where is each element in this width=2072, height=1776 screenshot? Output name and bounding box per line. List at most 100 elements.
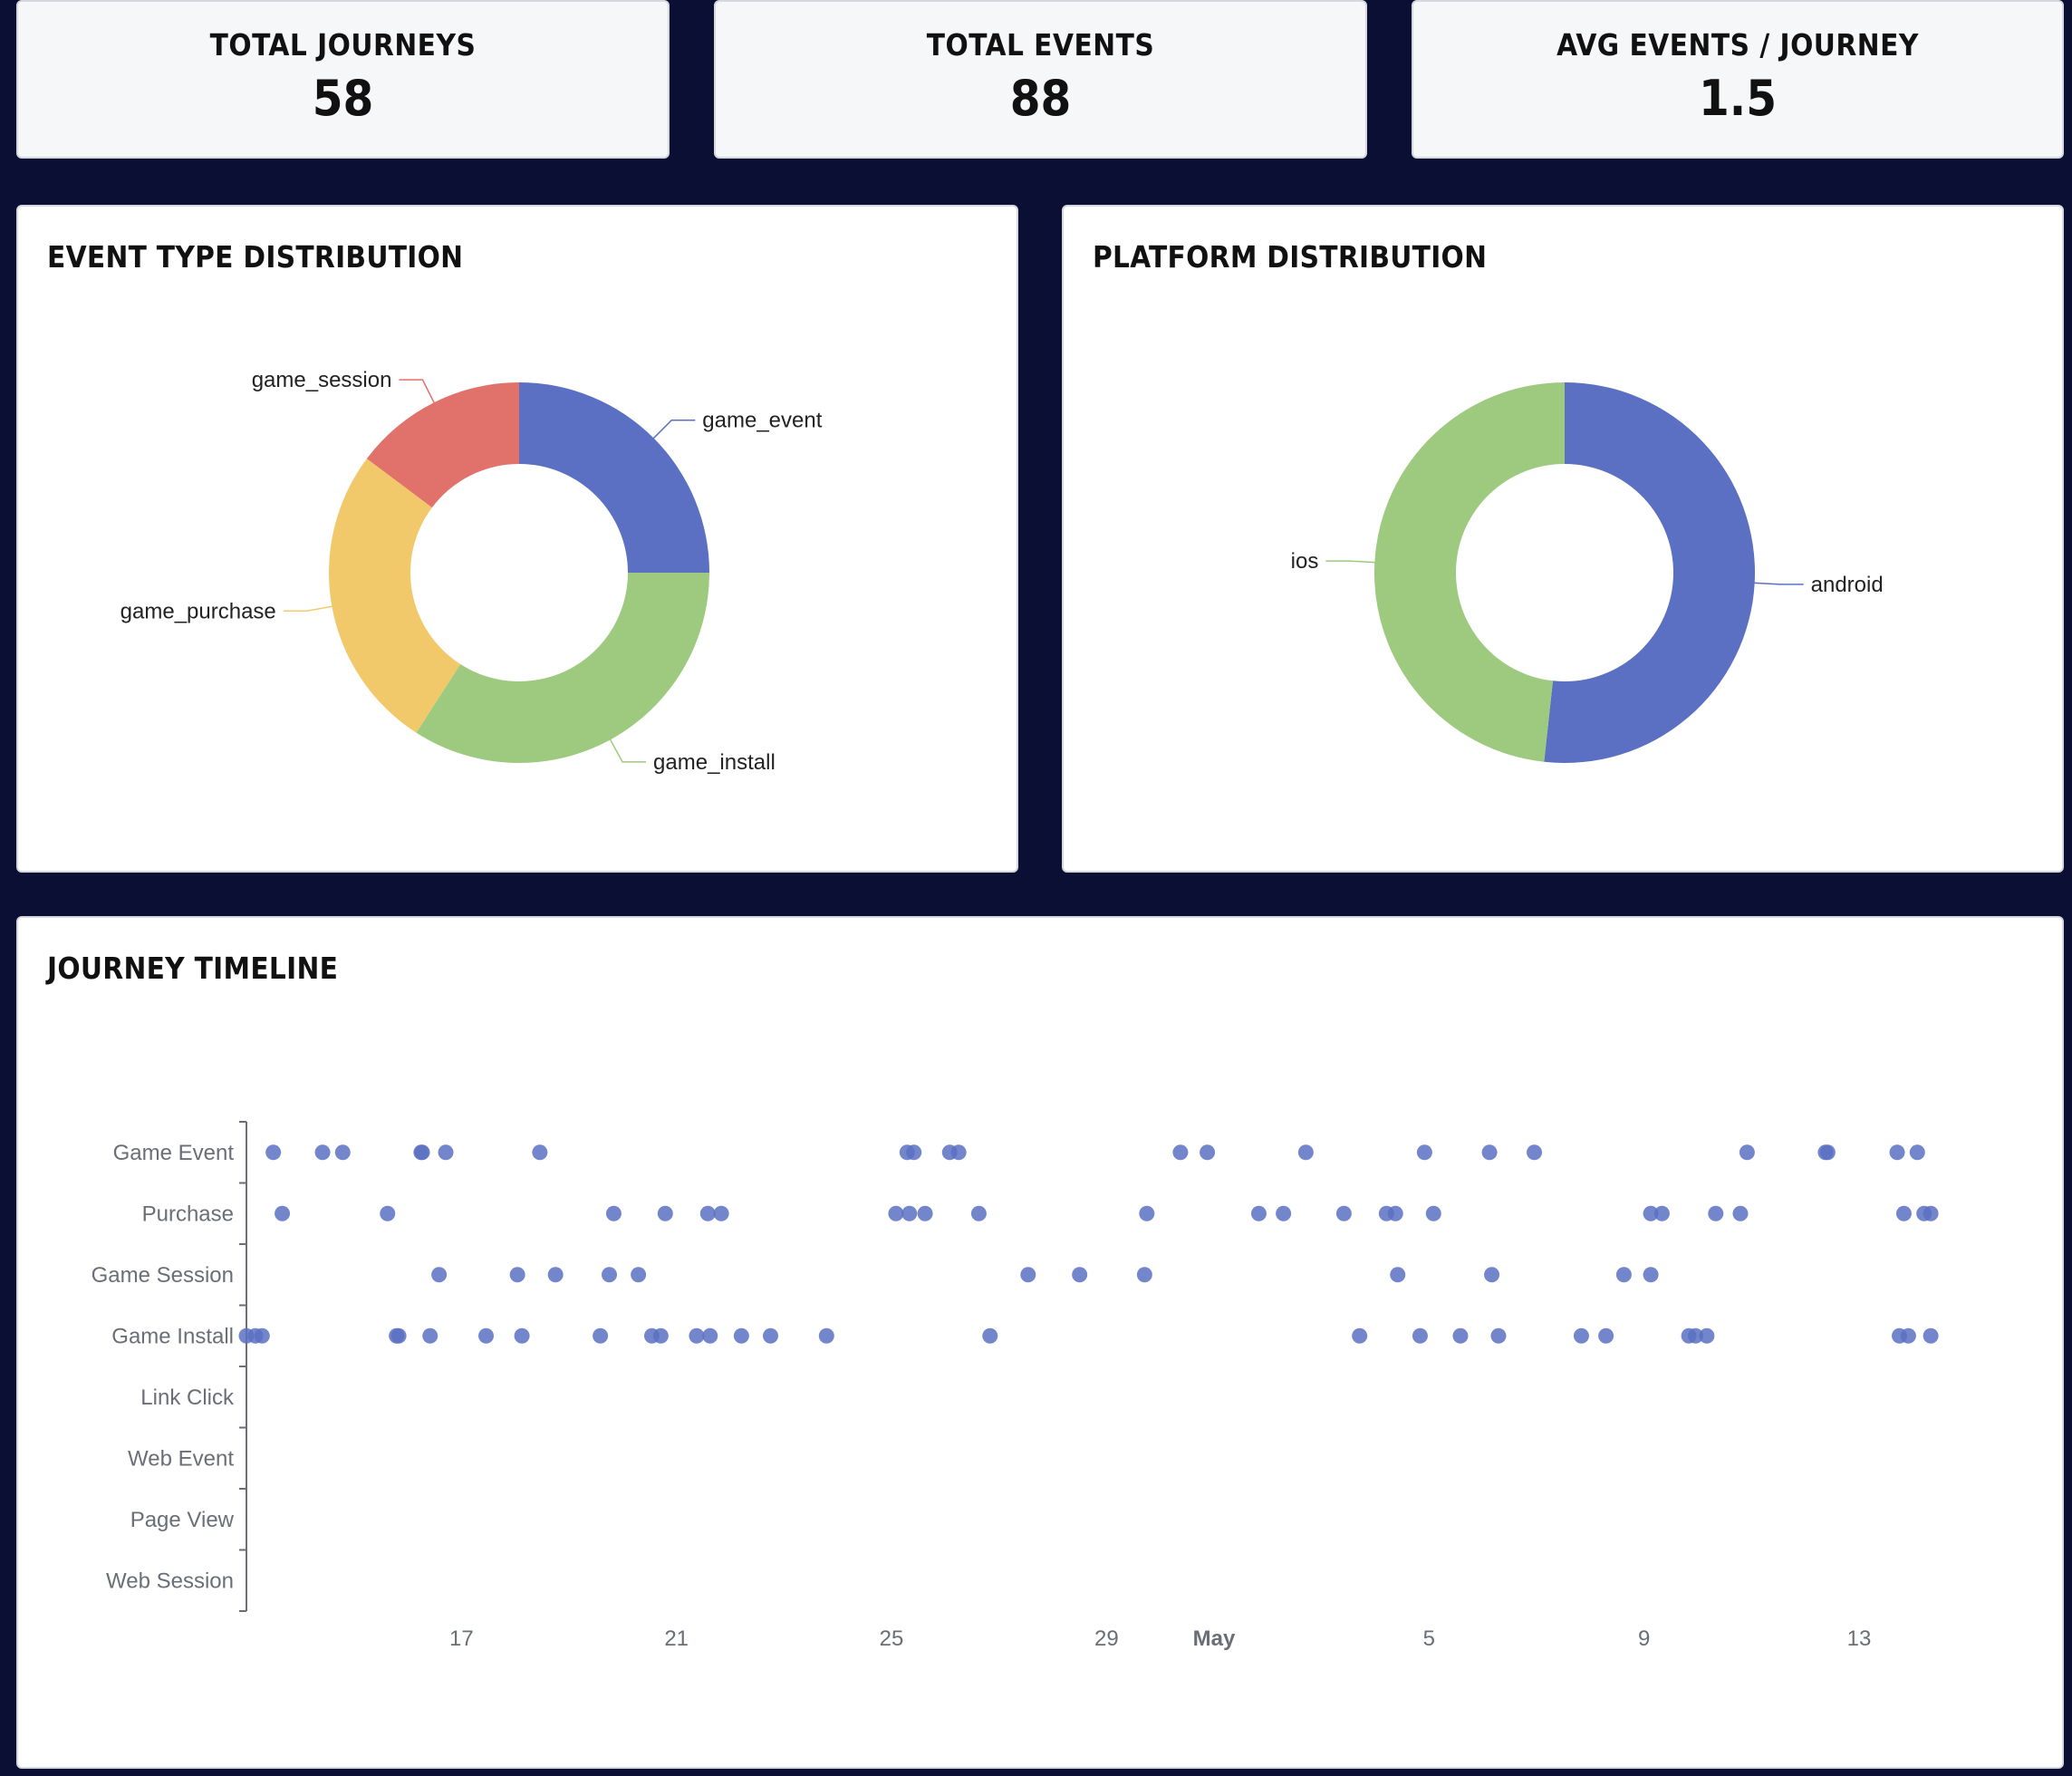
- timeline-point[interactable]: [1923, 1205, 1939, 1221]
- journey-timeline-card: JOURNEY TIMELINE Game Event Purchase Game …: [16, 916, 2064, 1769]
- timeline-point[interactable]: [1416, 1144, 1432, 1161]
- timeline-point[interactable]: [1643, 1267, 1659, 1283]
- slice-game-session[interactable]: [366, 382, 519, 508]
- timeline-point[interactable]: [1390, 1267, 1406, 1283]
- timeline-point[interactable]: [593, 1327, 609, 1344]
- timeline-point[interactable]: [1072, 1267, 1088, 1283]
- timeline-point[interactable]: [1653, 1205, 1670, 1221]
- timeline-point[interactable]: [1484, 1267, 1500, 1283]
- card-title: EVENT TYPE DISTRIBUTION: [47, 239, 464, 275]
- timeline-point[interactable]: [514, 1327, 530, 1344]
- x-tick-label: 17: [449, 1626, 474, 1651]
- journey-timeline-chart: Game Event Purchase Game Session Game Insta…: [92, 1121, 1939, 1651]
- timeline-point[interactable]: [532, 1144, 548, 1161]
- timeline-point[interactable]: [509, 1267, 525, 1283]
- timeline-point[interactable]: [1598, 1327, 1614, 1344]
- y-label-purchase: Purchase: [142, 1202, 234, 1226]
- y-label-link-click: Link Click: [140, 1385, 235, 1410]
- timeline-point[interactable]: [1819, 1144, 1836, 1161]
- timeline-point[interactable]: [1250, 1205, 1267, 1221]
- slice-game-purchase[interactable]: [328, 458, 461, 733]
- timeline-point[interactable]: [547, 1267, 564, 1283]
- slice-android[interactable]: [1544, 382, 1755, 763]
- timeline-point[interactable]: [438, 1144, 454, 1161]
- event-type-donut-chart: game_event game_install game_purchase game_…: [120, 368, 823, 775]
- timeline-point[interactable]: [1527, 1144, 1543, 1161]
- slice-label-ios: ios: [1291, 549, 1319, 574]
- timeline-point[interactable]: [1573, 1327, 1589, 1344]
- timeline-point[interactable]: [1139, 1205, 1155, 1221]
- leader-line: [283, 605, 334, 613]
- timeline-point[interactable]: [390, 1327, 407, 1344]
- timeline-point[interactable]: [901, 1205, 918, 1221]
- slice-label-game-event: game_event: [702, 409, 822, 433]
- timeline-point[interactable]: [1923, 1327, 1939, 1344]
- timeline-point[interactable]: [906, 1144, 922, 1161]
- slice-ios[interactable]: [1373, 382, 1565, 762]
- kpi-value: 1.5: [1698, 70, 1778, 127]
- timeline-point[interactable]: [818, 1327, 834, 1344]
- timeline-point[interactable]: [1490, 1327, 1507, 1344]
- timeline-point[interactable]: [1895, 1205, 1912, 1221]
- timeline-point[interactable]: [652, 1327, 669, 1344]
- timeline-point[interactable]: [1352, 1327, 1368, 1344]
- platform-donut-chart: android ios: [1291, 382, 1884, 763]
- timeline-point[interactable]: [1708, 1205, 1724, 1221]
- timeline-point[interactable]: [702, 1327, 718, 1344]
- timeline-point[interactable]: [1732, 1205, 1749, 1221]
- timeline-point[interactable]: [1699, 1327, 1715, 1344]
- timeline-point[interactable]: [1200, 1144, 1216, 1161]
- leader-line: [1752, 582, 1804, 585]
- timeline-point[interactable]: [917, 1205, 933, 1221]
- timeline-point[interactable]: [414, 1144, 430, 1161]
- timeline-point[interactable]: [422, 1327, 438, 1344]
- y-label-web-session: Web Session: [106, 1568, 234, 1593]
- timeline-point[interactable]: [733, 1327, 749, 1344]
- timeline-point[interactable]: [478, 1327, 495, 1344]
- timeline-point[interactable]: [380, 1205, 396, 1221]
- timeline-point[interactable]: [1739, 1144, 1755, 1161]
- timeline-point[interactable]: [1688, 1327, 1704, 1344]
- timeline-point[interactable]: [1615, 1267, 1632, 1283]
- timeline-point[interactable]: [314, 1144, 331, 1161]
- slice-label-game-purchase: game_purchase: [120, 599, 276, 623]
- timeline-point[interactable]: [950, 1144, 967, 1161]
- timeline-point[interactable]: [713, 1205, 729, 1221]
- timeline-point[interactable]: [1643, 1205, 1659, 1221]
- timeline-point[interactable]: [1425, 1205, 1441, 1221]
- timeline-point[interactable]: [763, 1327, 778, 1344]
- timeline-point[interactable]: [1452, 1327, 1469, 1344]
- timeline-point[interactable]: [1335, 1205, 1352, 1221]
- x-tick-label: 9: [1638, 1626, 1650, 1651]
- slice-game-install[interactable]: [416, 573, 709, 763]
- timeline-point[interactable]: [1136, 1267, 1152, 1283]
- timeline-point[interactable]: [1412, 1327, 1428, 1344]
- timeline-point[interactable]: [605, 1205, 622, 1221]
- timeline-point[interactable]: [970, 1205, 987, 1221]
- timeline-point[interactable]: [1909, 1144, 1925, 1161]
- timeline-point[interactable]: [982, 1327, 998, 1344]
- timeline-point[interactable]: [689, 1327, 705, 1344]
- timeline-point[interactable]: [275, 1205, 291, 1221]
- timeline-point[interactable]: [888, 1205, 904, 1221]
- platform-card: PLATFORM DISTRIBUTION android ios: [1062, 205, 2064, 873]
- timeline-point[interactable]: [1020, 1267, 1036, 1283]
- timeline-point[interactable]: [1481, 1144, 1498, 1161]
- timeline-point[interactable]: [699, 1205, 716, 1221]
- slice-game-event[interactable]: [519, 382, 709, 573]
- kpi-label: AVG EVENTS / JOURNEY: [1556, 27, 1919, 63]
- timeline-point[interactable]: [1172, 1144, 1189, 1161]
- timeline-point[interactable]: [265, 1144, 282, 1161]
- timeline-point[interactable]: [1276, 1205, 1292, 1221]
- timeline-point[interactable]: [657, 1205, 673, 1221]
- timeline-point[interactable]: [1297, 1144, 1314, 1161]
- timeline-point[interactable]: [602, 1267, 617, 1283]
- timeline-point[interactable]: [431, 1267, 448, 1283]
- timeline-point[interactable]: [334, 1144, 351, 1161]
- timeline-point[interactable]: [1900, 1327, 1916, 1344]
- timeline-point[interactable]: [1387, 1205, 1403, 1221]
- timeline-point[interactable]: [254, 1327, 270, 1344]
- x-tick-label: 21: [664, 1626, 689, 1651]
- timeline-point[interactable]: [1889, 1144, 1905, 1161]
- timeline-point[interactable]: [631, 1267, 647, 1283]
